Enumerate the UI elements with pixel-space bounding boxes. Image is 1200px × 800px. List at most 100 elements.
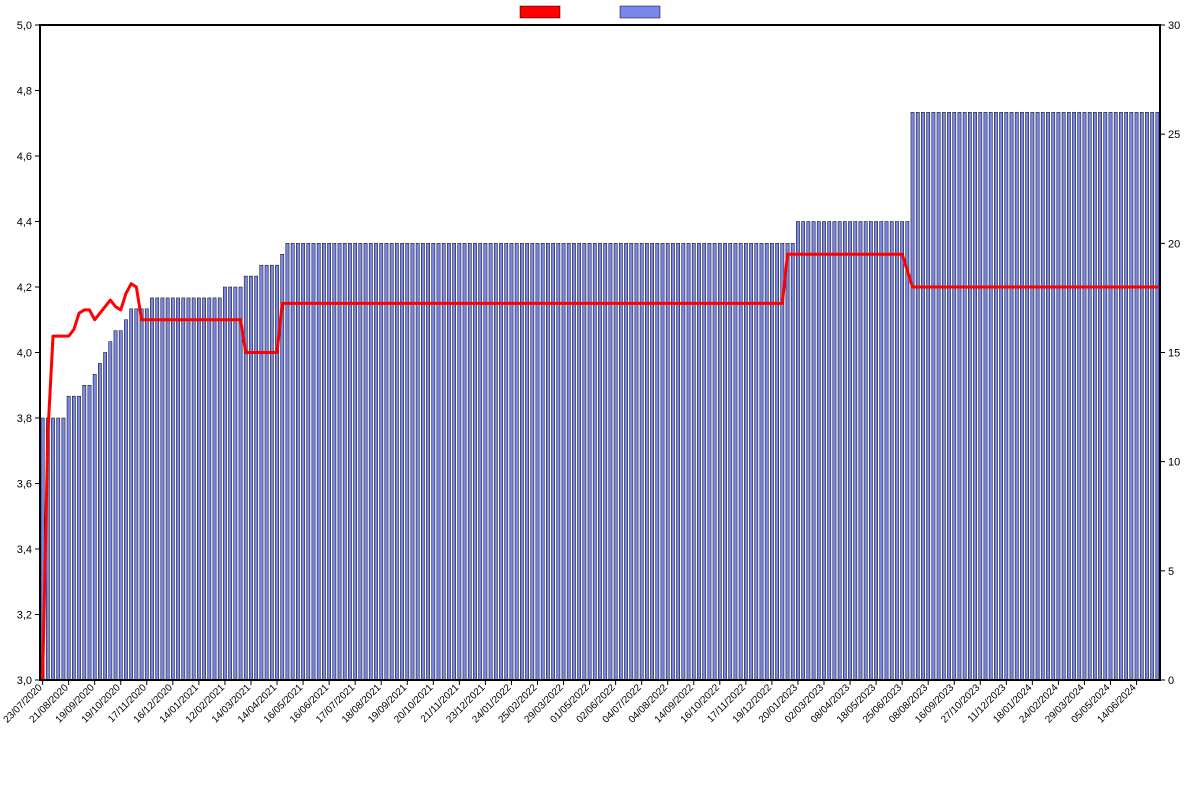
bar: [802, 222, 805, 681]
bar: [223, 287, 226, 680]
bar: [499, 243, 502, 680]
bar: [93, 374, 96, 680]
bar: [463, 243, 466, 680]
bar: [104, 353, 107, 681]
bar: [645, 243, 648, 680]
bar: [1031, 112, 1034, 680]
bar: [874, 222, 877, 681]
bar: [369, 243, 372, 680]
bar: [77, 396, 80, 680]
bar: [765, 243, 768, 680]
bar: [927, 112, 930, 680]
bar: [1119, 112, 1122, 680]
bar: [848, 222, 851, 681]
bar: [718, 243, 721, 680]
bar: [1135, 112, 1138, 680]
bar: [942, 112, 945, 680]
bar: [734, 243, 737, 680]
bar: [994, 112, 997, 680]
bar: [83, 385, 86, 680]
bar: [473, 243, 476, 680]
bar: [484, 243, 487, 680]
bar: [1109, 112, 1112, 680]
bar: [208, 298, 211, 680]
bar: [442, 243, 445, 680]
ytick-left-label: 3,6: [17, 479, 32, 491]
bar: [489, 243, 492, 680]
ytick-left-label: 4,8: [17, 86, 32, 98]
bar: [958, 112, 961, 680]
bar: [432, 243, 435, 680]
bar: [229, 287, 232, 680]
bar: [671, 243, 674, 680]
bar: [255, 276, 258, 680]
bar: [364, 243, 367, 680]
ytick-right-label: 5: [1168, 566, 1174, 578]
bar: [130, 309, 133, 680]
bar: [1078, 112, 1081, 680]
bar: [807, 222, 810, 681]
bar: [1020, 112, 1023, 680]
bar: [1052, 112, 1055, 680]
bar: [1036, 112, 1039, 680]
bar: [270, 265, 273, 680]
bar: [677, 243, 680, 680]
ytick-left-label: 4,4: [17, 217, 32, 229]
bar: [937, 112, 940, 680]
bar: [1000, 112, 1003, 680]
bar: [911, 112, 914, 680]
bar: [1062, 112, 1065, 680]
bar: [416, 243, 419, 680]
bar: [197, 298, 200, 680]
bar: [703, 243, 706, 680]
bar: [135, 309, 138, 680]
bar: [260, 265, 263, 680]
bar: [385, 243, 388, 680]
bar: [531, 243, 534, 680]
bar: [828, 222, 831, 681]
bar: [380, 243, 383, 680]
bar: [1010, 112, 1013, 680]
bar: [505, 243, 508, 680]
bar: [1067, 112, 1070, 680]
bar: [989, 112, 992, 680]
bar: [963, 112, 966, 680]
bar: [817, 222, 820, 681]
bar: [51, 418, 54, 680]
bar: [552, 243, 555, 680]
bar: [322, 243, 325, 680]
ytick-left-label: 3,2: [17, 610, 32, 622]
bar: [213, 298, 216, 680]
bar: [525, 243, 528, 680]
bar: [1151, 112, 1154, 680]
bar: [421, 243, 424, 680]
bar: [687, 243, 690, 680]
bar: [567, 243, 570, 680]
combo-chart: 3,03,23,43,63,84,04,24,44,64,85,00510152…: [0, 0, 1200, 800]
bar: [692, 243, 695, 680]
bar: [593, 243, 596, 680]
ytick-left-label: 4,2: [17, 282, 32, 294]
bar: [859, 222, 862, 681]
bar: [161, 298, 164, 680]
bar: [546, 243, 549, 680]
bar: [515, 243, 518, 680]
bar: [286, 243, 289, 680]
bar: [906, 222, 909, 681]
ytick-right-label: 0: [1168, 675, 1174, 687]
bar: [796, 222, 799, 681]
bar: [713, 243, 716, 680]
bar: [682, 243, 685, 680]
bar: [374, 243, 377, 680]
bar: [166, 298, 169, 680]
bar: [901, 222, 904, 681]
bar: [744, 243, 747, 680]
bar: [1005, 112, 1008, 680]
bar: [723, 243, 726, 680]
bar: [520, 243, 523, 680]
bar: [588, 243, 591, 680]
bar: [630, 243, 633, 680]
bar: [1041, 112, 1044, 680]
bar: [453, 243, 456, 680]
bar: [697, 243, 700, 680]
